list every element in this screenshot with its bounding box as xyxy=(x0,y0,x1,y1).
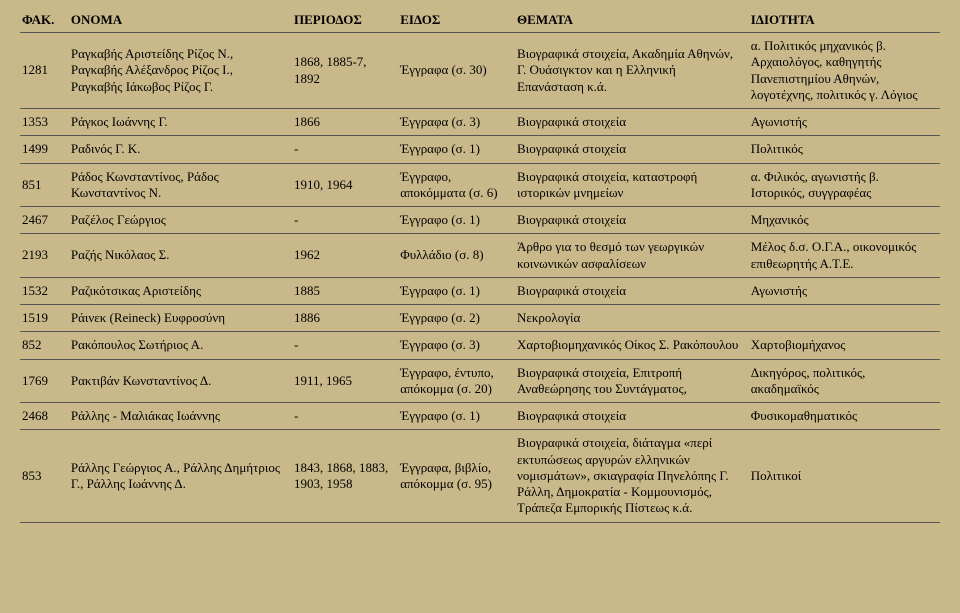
cell-fak: 2467 xyxy=(20,207,69,234)
cell-idiotita: Μηχανικός xyxy=(749,207,940,234)
cell-idiotita: α. Πολιτικός μηχανικός β. Αρχαιολόγος, κ… xyxy=(749,33,940,109)
cell-eidos: Έγγραφο (σ. 1) xyxy=(398,403,515,430)
cell-onoma: Ραδινός Γ. Κ. xyxy=(69,136,292,163)
cell-fak: 1353 xyxy=(20,109,69,136)
table-row: 2193Ραζής Νικόλαος Σ.1962Φυλλάδιο (σ. 8)… xyxy=(20,234,940,278)
cell-fak: 2468 xyxy=(20,403,69,430)
cell-periodos: 1843, 1868, 1883, 1903, 1958 xyxy=(292,430,398,522)
cell-periodos: 1868, 1885-7, 1892 xyxy=(292,33,398,109)
cell-idiotita: Πολιτικός xyxy=(749,136,940,163)
table-row: 1353Ράγκος Ιωάννης Γ.1866Έγγραφα (σ. 3)Β… xyxy=(20,109,940,136)
header-fak: ΦΑΚ. xyxy=(20,8,69,33)
cell-themata: Νεκρολογία xyxy=(515,305,749,332)
table-row: 1499Ραδινός Γ. Κ.-Έγγραφο (σ. 1)Βιογραφι… xyxy=(20,136,940,163)
cell-eidos: Έγγραφο (σ. 3) xyxy=(398,332,515,359)
cell-themata: Βιογραφικά στοιχεία xyxy=(515,207,749,234)
cell-fak: 1519 xyxy=(20,305,69,332)
cell-fak: 1769 xyxy=(20,359,69,403)
cell-periodos: 1885 xyxy=(292,277,398,304)
cell-periodos: 1886 xyxy=(292,305,398,332)
table-row: 2468Ράλλης - Μαλιάκας Ιωάννης-Έγγραφο (σ… xyxy=(20,403,940,430)
cell-idiotita: Χαρτοβιομήχανος xyxy=(749,332,940,359)
cell-themata: Βιογραφικά στοιχεία xyxy=(515,403,749,430)
cell-onoma: Ραζής Νικόλαος Σ. xyxy=(69,234,292,278)
cell-fak: 851 xyxy=(20,163,69,207)
cell-themata: Βιογραφικά στοιχεία, Επιτροπή Αναθεώρηση… xyxy=(515,359,749,403)
table-row: 1281Ραγκαβής Αριστείδης Ρίζος Ν., Ραγκαβ… xyxy=(20,33,940,109)
header-themata: ΘΕΜΑΤΑ xyxy=(515,8,749,33)
cell-onoma: Ραζικότσικας Αριστείδης xyxy=(69,277,292,304)
cell-periodos: - xyxy=(292,136,398,163)
header-periodos: ΠΕΡΙΟΔΟΣ xyxy=(292,8,398,33)
cell-idiotita: Μέλος δ.σ. Ο.Γ.Α., οικονομικός επιθεωρητ… xyxy=(749,234,940,278)
header-idiotita: ΙΔΙΟΤΗΤΑ xyxy=(749,8,940,33)
header-row: ΦΑΚ. ΟΝΟΜΑ ΠΕΡΙΟΔΟΣ ΕΙΔΟΣ ΘΕΜΑΤΑ ΙΔΙΟΤΗΤ… xyxy=(20,8,940,33)
cell-idiotita xyxy=(749,305,940,332)
cell-eidos: Έγγραφο, αποκόμματα (σ. 6) xyxy=(398,163,515,207)
cell-themata: Βιογραφικά στοιχεία, διάταγμα «περί εκτυ… xyxy=(515,430,749,522)
cell-onoma: Ράλλης - Μαλιάκας Ιωάννης xyxy=(69,403,292,430)
cell-eidos: Έγγραφο (σ. 1) xyxy=(398,277,515,304)
cell-onoma: Ρακτιβάν Κωνσταντίνος Δ. xyxy=(69,359,292,403)
archive-table: ΦΑΚ. ΟΝΟΜΑ ΠΕΡΙΟΔΟΣ ΕΙΔΟΣ ΘΕΜΑΤΑ ΙΔΙΟΤΗΤ… xyxy=(20,8,940,523)
table-row: 851Ράδος Κωνσταντίνος, Ράδος Κωνσταντίνο… xyxy=(20,163,940,207)
cell-eidos: Έγγραφο (σ. 1) xyxy=(398,207,515,234)
cell-eidos: Έγγραφα (σ. 30) xyxy=(398,33,515,109)
cell-idiotita: Πολιτικοί xyxy=(749,430,940,522)
cell-eidos: Έγγραφο (σ. 1) xyxy=(398,136,515,163)
cell-onoma: Ράγκος Ιωάννης Γ. xyxy=(69,109,292,136)
cell-periodos: 1962 xyxy=(292,234,398,278)
cell-themata: Χαρτοβιομηχανικός Οίκος Σ. Ρακόπουλου xyxy=(515,332,749,359)
cell-periodos: - xyxy=(292,403,398,430)
cell-onoma: Ραζέλος Γεώργιος xyxy=(69,207,292,234)
cell-onoma: Ραγκαβής Αριστείδης Ρίζος Ν., Ραγκαβής Α… xyxy=(69,33,292,109)
cell-onoma: Ράλλης Γεώργιος Α., Ράλλης Δημήτριος Γ.,… xyxy=(69,430,292,522)
cell-themata: Βιογραφικά στοιχεία xyxy=(515,109,749,136)
cell-eidos: Έγγραφο, έντυπο, απόκομμα (σ. 20) xyxy=(398,359,515,403)
cell-themata: Βιογραφικά στοιχεία xyxy=(515,277,749,304)
cell-themata: Βιογραφικά στοιχεία xyxy=(515,136,749,163)
cell-themata: Βιογραφικά στοιχεία, καταστροφή ιστορικώ… xyxy=(515,163,749,207)
header-eidos: ΕΙΔΟΣ xyxy=(398,8,515,33)
cell-eidos: Φυλλάδιο (σ. 8) xyxy=(398,234,515,278)
table-body: 1281Ραγκαβής Αριστείδης Ρίζος Ν., Ραγκαβ… xyxy=(20,33,940,523)
cell-eidos: Έγγραφα (σ. 3) xyxy=(398,109,515,136)
cell-idiotita: Αγωνιστής xyxy=(749,277,940,304)
header-onoma: ΟΝΟΜΑ xyxy=(69,8,292,33)
cell-themata: Βιογραφικά στοιχεία, Ακαδημία Αθηνών, Γ.… xyxy=(515,33,749,109)
cell-fak: 1499 xyxy=(20,136,69,163)
cell-periodos: - xyxy=(292,332,398,359)
table-row: 1532Ραζικότσικας Αριστείδης1885Έγγραφο (… xyxy=(20,277,940,304)
cell-fak: 2193 xyxy=(20,234,69,278)
cell-fak: 1281 xyxy=(20,33,69,109)
cell-idiotita: Φυσικομαθηματικός xyxy=(749,403,940,430)
cell-fak: 1532 xyxy=(20,277,69,304)
cell-periodos: - xyxy=(292,207,398,234)
cell-fak: 852 xyxy=(20,332,69,359)
table-row: 853Ράλλης Γεώργιος Α., Ράλλης Δημήτριος … xyxy=(20,430,940,522)
cell-periodos: 1910, 1964 xyxy=(292,163,398,207)
cell-eidos: Έγγραφο (σ. 2) xyxy=(398,305,515,332)
cell-periodos: 1911, 1965 xyxy=(292,359,398,403)
table-row: 1519Ράινεκ (Reineck) Ευφροσύνη1886Έγγραφ… xyxy=(20,305,940,332)
cell-fak: 853 xyxy=(20,430,69,522)
cell-idiotita: Αγωνιστής xyxy=(749,109,940,136)
cell-onoma: Ράδος Κωνσταντίνος, Ράδος Κωνσταντίνος Ν… xyxy=(69,163,292,207)
cell-onoma: Ράινεκ (Reineck) Ευφροσύνη xyxy=(69,305,292,332)
cell-themata: Άρθρο για το θεσμό των γεωργικών κοινωνι… xyxy=(515,234,749,278)
cell-idiotita: α. Φιλικός, αγωνιστής β. Ιστορικός, συγγ… xyxy=(749,163,940,207)
cell-idiotita: Δικηγόρος, πολιτικός, ακαδημαϊκός xyxy=(749,359,940,403)
table-row: 1769Ρακτιβάν Κωνσταντίνος Δ.1911, 1965Έγ… xyxy=(20,359,940,403)
cell-eidos: Έγγραφα, βιβλίο, απόκομμα (σ. 95) xyxy=(398,430,515,522)
cell-onoma: Ρακόπουλος Σωτήριος Α. xyxy=(69,332,292,359)
table-row: 2467Ραζέλος Γεώργιος-Έγγραφο (σ. 1)Βιογρ… xyxy=(20,207,940,234)
table-row: 852Ρακόπουλος Σωτήριος Α.-Έγγραφο (σ. 3)… xyxy=(20,332,940,359)
cell-periodos: 1866 xyxy=(292,109,398,136)
